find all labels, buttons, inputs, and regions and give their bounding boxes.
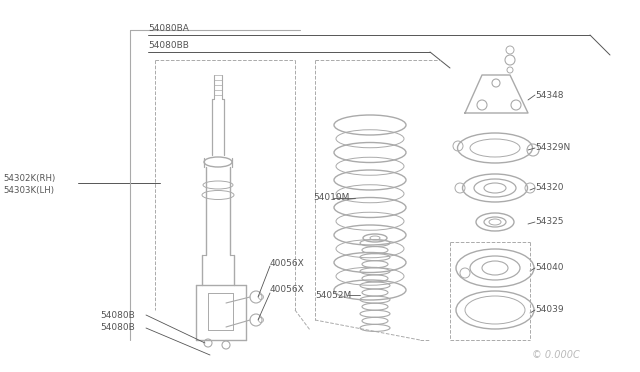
Text: 54320: 54320 (535, 183, 563, 192)
Text: © 0.000C: © 0.000C (532, 350, 580, 360)
Text: 54303K(LH): 54303K(LH) (3, 186, 54, 195)
Text: 54329N: 54329N (535, 144, 570, 153)
Text: 54080B: 54080B (100, 324, 135, 333)
Text: 54080B: 54080B (100, 311, 135, 320)
Text: 54302K(RH): 54302K(RH) (3, 173, 55, 183)
Text: 54080BB: 54080BB (148, 41, 189, 50)
Text: 40056X: 40056X (270, 259, 305, 267)
Text: 54348: 54348 (535, 90, 563, 99)
Text: 54040: 54040 (535, 263, 563, 273)
Text: 54080BA: 54080BA (148, 24, 189, 33)
Text: 54325: 54325 (535, 218, 563, 227)
Text: 54039: 54039 (535, 305, 564, 314)
Text: 54010M: 54010M (313, 193, 349, 202)
Text: 40056X: 40056X (270, 285, 305, 295)
Text: 54052M: 54052M (315, 291, 351, 299)
